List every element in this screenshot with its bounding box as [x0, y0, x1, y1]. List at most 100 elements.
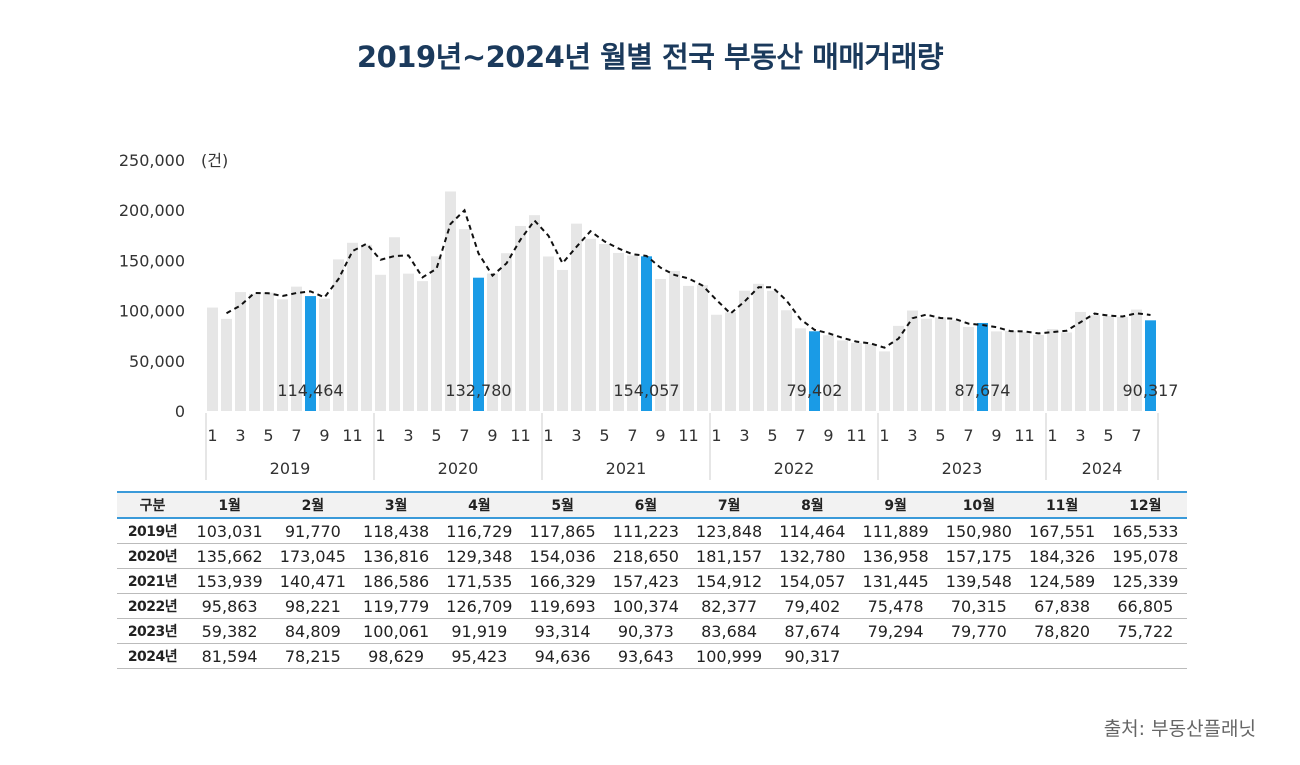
- table-cell: 66,805: [1103, 593, 1187, 619]
- bar: [277, 299, 288, 411]
- table-cell: 218,650: [604, 543, 688, 569]
- table-cell: [854, 643, 938, 669]
- bar: [319, 298, 330, 411]
- table-cell: 94,636: [521, 643, 605, 669]
- year-label: 2021: [606, 459, 647, 478]
- table-cell: 153,939: [188, 568, 272, 594]
- table-header-cell: 12월: [1103, 491, 1187, 519]
- year-label: 2019: [270, 459, 311, 478]
- highlight-bar: [305, 296, 316, 411]
- table-row: 2023년 59,382 84,809 100,061 91,919 93,314 90,3…: [117, 618, 1187, 644]
- table-cell: 90,317: [770, 643, 854, 669]
- table-cell: 87,674: [770, 618, 854, 644]
- month-tick-label: 5: [767, 426, 777, 445]
- table-cell: 184,326: [1020, 543, 1104, 569]
- month-tick-label: 11: [510, 426, 530, 445]
- month-tick-label: 5: [263, 426, 273, 445]
- month-tick-label: 7: [627, 426, 637, 445]
- bar: [655, 279, 666, 411]
- table-cell: 124,589: [1020, 568, 1104, 594]
- data-label: 154,057: [613, 381, 679, 400]
- bar: [1103, 315, 1114, 411]
- month-tick-label: 11: [846, 426, 866, 445]
- data-label: 90,317: [1123, 381, 1179, 400]
- table-cell: 95,423: [437, 643, 521, 669]
- y-tick-label: 250,000: [119, 151, 185, 170]
- bar: [571, 223, 582, 411]
- month-tick-label: 7: [459, 426, 469, 445]
- table-header-row: 구분 1월 2월 3월 4월 5월 6월 7월 8월 9월 10월 11월 12월: [117, 491, 1187, 519]
- table-cell: 82,377: [687, 593, 771, 619]
- table-cell: 140,471: [271, 568, 355, 594]
- table-cell: 123,848: [687, 518, 771, 544]
- y-tick-label: 150,000: [119, 251, 185, 270]
- table-cell: 131,445: [854, 568, 938, 594]
- table-cell: 136,958: [854, 543, 938, 569]
- data-label: 87,674: [955, 381, 1011, 400]
- table-cell: 132,780: [770, 543, 854, 569]
- month-tick-label: 11: [342, 426, 362, 445]
- bar: [249, 293, 260, 411]
- table-row: 2022년 95,863 98,221 119,779 126,709 119,693 10…: [117, 593, 1187, 619]
- bar: [753, 283, 764, 411]
- month-tick-label: 1: [375, 426, 385, 445]
- table-cell: 83,684: [687, 618, 771, 644]
- bar: [963, 326, 974, 411]
- table-cell: 79,294: [854, 618, 938, 644]
- table-cell: 117,865: [521, 518, 605, 544]
- bar: [1075, 311, 1086, 411]
- table-cell: 79,402: [770, 593, 854, 619]
- month-tick-label: 7: [795, 426, 805, 445]
- bar: [445, 191, 456, 411]
- table-cell: 139,548: [937, 568, 1021, 594]
- bar: [1019, 331, 1030, 411]
- month-tick-label: 3: [739, 426, 749, 445]
- table-cell: 181,157: [687, 543, 771, 569]
- y-tick-label: 50,000: [129, 352, 185, 371]
- table-header-cell: 9월: [854, 491, 938, 519]
- month-tick-label: 7: [291, 426, 301, 445]
- table-cell: 154,057: [770, 568, 854, 594]
- table-cell: 154,036: [521, 543, 605, 569]
- table-cell: 103,031: [188, 518, 272, 544]
- bar: [361, 244, 372, 411]
- bar: [389, 237, 400, 411]
- bar: [1131, 309, 1142, 411]
- table-cell: 79,770: [937, 618, 1021, 644]
- bar: [1005, 330, 1016, 411]
- table-cell: 195,078: [1103, 543, 1187, 569]
- month-tick-label: 5: [599, 426, 609, 445]
- table-cell: 90,373: [604, 618, 688, 644]
- table-cell: 125,339: [1103, 568, 1187, 594]
- bar: [907, 310, 918, 411]
- table-header-cell: 8월: [770, 491, 854, 519]
- bar: [991, 331, 1002, 411]
- table-cell: 59,382: [188, 618, 272, 644]
- bar: [487, 273, 498, 411]
- bar: [781, 310, 792, 411]
- table-row: 2021년 153,939 140,471 186,586 171,535 166,329…: [117, 568, 1187, 594]
- table-cell: 166,329: [521, 568, 605, 594]
- table-cell: 78,820: [1020, 618, 1104, 644]
- month-tick-label: 5: [935, 426, 945, 445]
- bar: [697, 285, 708, 411]
- table-cell: 126,709: [437, 593, 521, 619]
- moving-average-line: [226, 208, 1151, 349]
- bar: [949, 320, 960, 411]
- bar: [865, 343, 876, 411]
- table-cell: 100,061: [354, 618, 438, 644]
- row-label: 2023년: [117, 618, 188, 644]
- table-cell: 129,348: [437, 543, 521, 569]
- highlight-bar: [977, 322, 988, 411]
- month-tick-label: 3: [1075, 426, 1085, 445]
- year-label: 2024: [1082, 459, 1123, 478]
- year-label: 2022: [774, 459, 815, 478]
- table-cell: 111,223: [604, 518, 688, 544]
- month-tick-label: 1: [711, 426, 721, 445]
- month-tick-label: 3: [235, 426, 245, 445]
- table-cell: 154,912: [687, 568, 771, 594]
- month-tick-label: 9: [655, 426, 665, 445]
- year-label: 2020: [438, 459, 479, 478]
- bar: [529, 215, 540, 411]
